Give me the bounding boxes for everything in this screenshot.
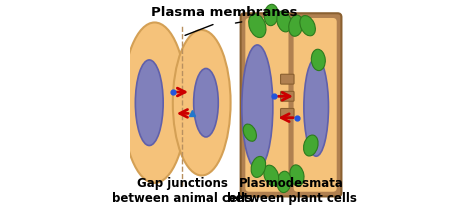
FancyBboxPatch shape (281, 108, 294, 118)
FancyBboxPatch shape (246, 18, 289, 192)
Ellipse shape (304, 58, 328, 156)
FancyBboxPatch shape (281, 74, 294, 84)
Ellipse shape (136, 60, 163, 146)
Ellipse shape (311, 49, 325, 71)
Ellipse shape (300, 16, 315, 36)
Ellipse shape (264, 165, 279, 186)
Ellipse shape (194, 68, 218, 137)
Ellipse shape (277, 11, 292, 32)
Ellipse shape (303, 135, 318, 156)
Ellipse shape (289, 15, 303, 36)
Ellipse shape (243, 124, 256, 141)
Text: Gap junctions
between animal cells: Gap junctions between animal cells (112, 177, 253, 205)
Ellipse shape (173, 30, 230, 175)
FancyBboxPatch shape (293, 18, 337, 192)
Text: Plasma membranes: Plasma membranes (151, 6, 297, 19)
Ellipse shape (277, 171, 291, 193)
Ellipse shape (251, 156, 265, 177)
Ellipse shape (290, 165, 304, 186)
Ellipse shape (249, 14, 266, 38)
FancyBboxPatch shape (241, 13, 341, 196)
Ellipse shape (264, 4, 278, 26)
Text: Plasmodesmata
between plant cells: Plasmodesmata between plant cells (227, 177, 356, 205)
Ellipse shape (242, 45, 273, 169)
Ellipse shape (122, 22, 187, 183)
FancyBboxPatch shape (281, 91, 294, 101)
